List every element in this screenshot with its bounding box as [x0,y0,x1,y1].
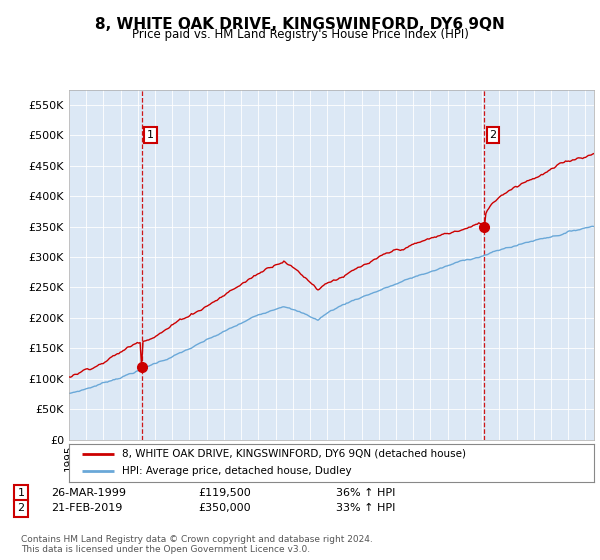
Text: 8, WHITE OAK DRIVE, KINGSWINFORD, DY6 9QN: 8, WHITE OAK DRIVE, KINGSWINFORD, DY6 9Q… [95,17,505,32]
Text: £119,500: £119,500 [198,488,251,498]
Text: 26-MAR-1999: 26-MAR-1999 [51,488,126,498]
Text: 33% ↑ HPI: 33% ↑ HPI [336,503,395,514]
Text: 1: 1 [147,130,154,140]
Text: 2: 2 [17,503,25,514]
Text: 1: 1 [17,488,25,498]
Text: Price paid vs. HM Land Registry's House Price Index (HPI): Price paid vs. HM Land Registry's House … [131,28,469,41]
Text: Contains HM Land Registry data © Crown copyright and database right 2024.
This d: Contains HM Land Registry data © Crown c… [21,535,373,554]
Text: £350,000: £350,000 [198,503,251,514]
Text: 2: 2 [490,130,496,140]
Text: 36% ↑ HPI: 36% ↑ HPI [336,488,395,498]
Text: 8, WHITE OAK DRIVE, KINGSWINFORD, DY6 9QN (detached house): 8, WHITE OAK DRIVE, KINGSWINFORD, DY6 9Q… [121,449,466,459]
Text: 21-FEB-2019: 21-FEB-2019 [51,503,122,514]
Text: HPI: Average price, detached house, Dudley: HPI: Average price, detached house, Dudl… [121,466,351,477]
